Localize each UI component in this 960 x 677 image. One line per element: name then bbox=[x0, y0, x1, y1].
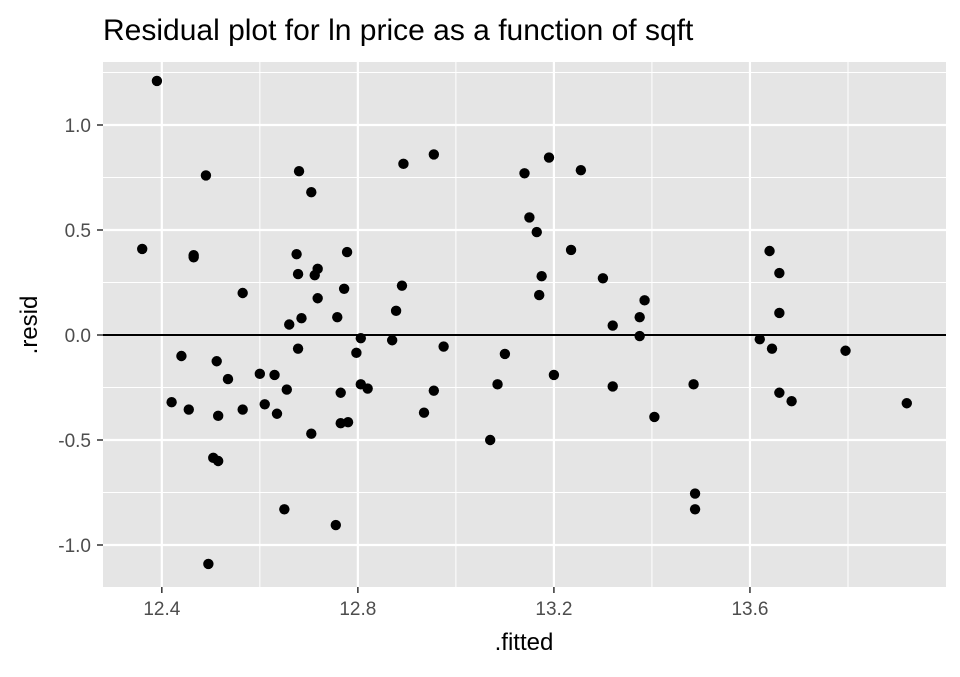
data-point bbox=[766, 343, 778, 354]
data-point bbox=[271, 408, 283, 419]
data-point bbox=[355, 332, 367, 344]
data-point bbox=[754, 334, 765, 345]
data-point bbox=[279, 504, 290, 515]
data-point bbox=[774, 387, 785, 398]
data-point bbox=[292, 268, 304, 280]
data-point bbox=[386, 335, 398, 346]
data-point bbox=[188, 252, 199, 263]
data-point bbox=[183, 404, 194, 415]
y-tick-label: 1.0 bbox=[65, 116, 91, 137]
data-point bbox=[534, 289, 545, 301]
x-tick-label: 12.8 bbox=[339, 599, 376, 620]
x-tick-label: 13.6 bbox=[731, 599, 768, 620]
data-point bbox=[211, 356, 222, 367]
y-axis: -1.0 -0.5 0.0 0.5 1.0 bbox=[58, 116, 103, 557]
plot-panel-background bbox=[103, 62, 946, 587]
data-point bbox=[292, 343, 304, 354]
data-point bbox=[524, 212, 535, 223]
data-point bbox=[291, 248, 302, 260]
data-point bbox=[607, 320, 618, 331]
data-point bbox=[428, 385, 440, 396]
data-point bbox=[438, 341, 449, 352]
data-point bbox=[166, 397, 177, 408]
data-point bbox=[362, 383, 373, 394]
data-point bbox=[254, 368, 266, 380]
chart-title: Residual plot for ln price as a function… bbox=[103, 14, 694, 47]
data-point bbox=[237, 287, 248, 299]
x-tick-label: 13.2 bbox=[535, 599, 572, 620]
data-point bbox=[774, 267, 785, 279]
data-point bbox=[137, 243, 148, 255]
y-tick-label: -0.5 bbox=[58, 431, 91, 452]
data-point bbox=[649, 411, 660, 423]
data-point bbox=[519, 168, 530, 179]
data-point bbox=[151, 75, 163, 87]
data-point bbox=[212, 410, 224, 422]
data-point bbox=[293, 166, 305, 177]
data-point bbox=[342, 416, 354, 428]
data-point bbox=[689, 504, 701, 515]
data-point bbox=[341, 246, 353, 258]
data-point bbox=[312, 263, 323, 275]
data-point bbox=[428, 149, 440, 160]
data-point bbox=[543, 152, 555, 163]
data-point bbox=[398, 158, 409, 170]
data-point bbox=[499, 348, 511, 360]
y-tick-label: 0.0 bbox=[65, 326, 91, 347]
data-point bbox=[597, 273, 609, 284]
data-point bbox=[212, 455, 224, 467]
data-point bbox=[484, 434, 496, 446]
data-point bbox=[269, 369, 280, 381]
x-axis: 12.4 12.8 13.2 13.6 bbox=[143, 587, 768, 620]
data-point bbox=[531, 226, 542, 238]
data-point bbox=[492, 379, 503, 390]
data-point bbox=[840, 345, 851, 356]
y-tick-label: -1.0 bbox=[58, 536, 91, 557]
data-point bbox=[306, 428, 317, 439]
data-point bbox=[774, 307, 785, 319]
y-tick-label: 0.5 bbox=[65, 221, 91, 242]
x-axis-label: .fitted bbox=[495, 629, 554, 656]
data-point bbox=[335, 387, 346, 398]
data-point bbox=[565, 244, 577, 256]
data-point bbox=[536, 271, 547, 282]
data-point bbox=[176, 350, 187, 362]
data-point bbox=[222, 373, 234, 385]
data-point bbox=[200, 170, 212, 181]
data-point bbox=[548, 369, 560, 381]
x-tick-label: 12.4 bbox=[143, 599, 180, 620]
data-point bbox=[689, 488, 701, 499]
data-point bbox=[259, 399, 270, 410]
data-point bbox=[639, 295, 650, 306]
data-point bbox=[338, 283, 350, 294]
y-axis-label: .resid bbox=[16, 296, 43, 355]
data-point bbox=[607, 381, 618, 392]
data-point bbox=[237, 404, 248, 415]
data-point bbox=[330, 519, 342, 531]
data-point bbox=[351, 347, 362, 359]
data-point bbox=[296, 313, 307, 324]
data-point bbox=[396, 280, 408, 291]
data-point bbox=[306, 187, 317, 198]
data-point bbox=[418, 407, 430, 418]
data-point bbox=[764, 245, 775, 257]
data-point bbox=[281, 384, 292, 395]
data-point bbox=[575, 164, 587, 176]
data-point bbox=[688, 379, 699, 390]
data-point bbox=[901, 398, 912, 409]
data-point bbox=[284, 319, 295, 330]
data-points bbox=[137, 75, 912, 570]
grid-lines bbox=[103, 62, 946, 587]
data-point bbox=[786, 395, 797, 407]
data-point bbox=[634, 330, 645, 342]
data-point bbox=[634, 311, 645, 323]
data-point bbox=[203, 558, 214, 570]
data-point bbox=[390, 305, 402, 317]
data-point bbox=[332, 311, 343, 323]
data-point bbox=[312, 293, 323, 304]
